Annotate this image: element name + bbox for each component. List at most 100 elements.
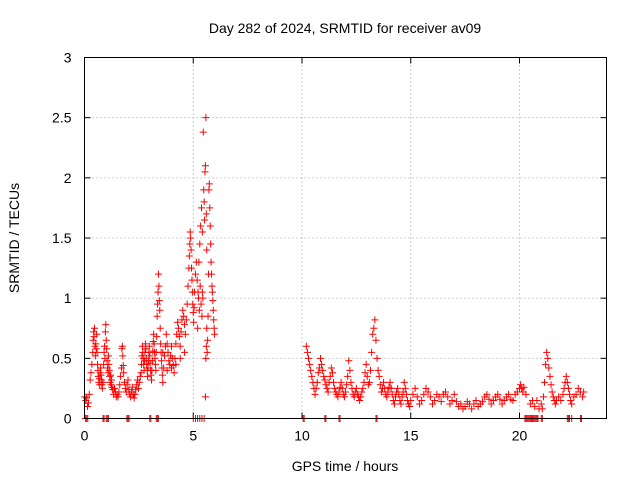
data-point xyxy=(340,393,348,401)
data-point xyxy=(359,384,367,392)
data-point xyxy=(181,348,189,356)
data-point xyxy=(363,372,371,380)
data-point xyxy=(86,376,94,384)
data-point xyxy=(468,405,476,413)
data-point xyxy=(542,360,550,368)
data-point xyxy=(394,384,402,392)
data-point xyxy=(324,388,332,396)
data-point xyxy=(195,258,203,266)
data-point xyxy=(157,357,165,365)
data-point xyxy=(307,366,315,374)
data-point xyxy=(415,400,423,408)
data-point xyxy=(131,390,139,398)
data-point xyxy=(345,357,353,365)
data-point xyxy=(174,318,182,326)
data-point xyxy=(201,216,209,224)
data-point xyxy=(401,384,409,392)
data-point xyxy=(158,371,166,379)
data-point xyxy=(85,390,93,398)
data-point xyxy=(185,252,193,260)
y-tick-label: 1.5 xyxy=(52,230,72,246)
data-point xyxy=(328,369,336,377)
data-point xyxy=(204,312,212,320)
data-point xyxy=(331,384,339,392)
data-point xyxy=(424,388,432,396)
data-point xyxy=(211,330,219,338)
data-point xyxy=(155,282,163,290)
data-point xyxy=(186,228,194,236)
data-point xyxy=(111,384,119,392)
data-point xyxy=(547,381,555,389)
data-point xyxy=(494,390,502,398)
data-point xyxy=(337,378,345,386)
data-point xyxy=(373,354,381,362)
data-point xyxy=(146,352,154,360)
data-points xyxy=(81,114,588,422)
data-point xyxy=(406,402,414,410)
data-point xyxy=(580,388,588,396)
data-point xyxy=(372,336,380,344)
data-point xyxy=(152,366,160,374)
data-point xyxy=(537,400,545,408)
data-point xyxy=(106,372,114,380)
data-point xyxy=(190,318,198,326)
data-point xyxy=(544,354,552,362)
data-point xyxy=(144,372,152,380)
data-point xyxy=(319,366,327,374)
data-point xyxy=(461,402,469,410)
data-point xyxy=(420,390,428,398)
data-point xyxy=(117,372,125,380)
data-point xyxy=(97,364,105,372)
data-point xyxy=(155,297,163,305)
data-point xyxy=(210,316,218,324)
data-point xyxy=(166,360,174,368)
data-point xyxy=(365,378,373,386)
data-point xyxy=(187,234,195,242)
data-point xyxy=(352,384,360,392)
data-point xyxy=(159,348,167,356)
data-point xyxy=(207,240,215,248)
data-point xyxy=(308,372,316,380)
y-tick-label: 0 xyxy=(64,411,72,427)
data-point xyxy=(342,388,349,396)
data-point xyxy=(472,396,480,404)
data-point xyxy=(136,372,144,380)
data-point xyxy=(89,336,97,344)
data-point xyxy=(206,204,214,212)
data-point xyxy=(347,378,355,386)
data-point xyxy=(457,400,465,408)
data-point xyxy=(202,114,210,122)
data-point xyxy=(444,393,452,401)
data-point xyxy=(505,390,513,398)
data-point xyxy=(116,381,124,389)
data-point xyxy=(564,384,572,392)
data-point xyxy=(314,369,322,377)
data-point xyxy=(541,378,549,386)
data-point xyxy=(195,306,203,314)
data-point xyxy=(335,388,343,396)
data-point xyxy=(107,371,115,379)
data-point xyxy=(344,372,352,380)
data-point xyxy=(574,384,582,392)
data-point xyxy=(411,384,419,392)
data-point xyxy=(130,394,138,402)
data-point xyxy=(555,393,563,401)
data-point xyxy=(402,390,410,398)
data-point xyxy=(389,396,397,404)
data-point xyxy=(380,378,388,386)
data-point xyxy=(318,360,326,368)
data-point xyxy=(103,357,111,365)
data-point xyxy=(197,300,205,308)
data-point xyxy=(94,360,102,368)
data-point xyxy=(429,400,436,408)
data-point xyxy=(568,400,576,408)
data-point xyxy=(162,330,170,338)
data-point xyxy=(539,393,547,401)
data-point xyxy=(156,324,164,332)
data-point xyxy=(190,304,198,312)
x-tick-label: 20 xyxy=(512,428,528,444)
data-point xyxy=(115,388,123,396)
data-point xyxy=(163,340,171,348)
data-point xyxy=(208,270,216,278)
data-point xyxy=(105,366,113,374)
